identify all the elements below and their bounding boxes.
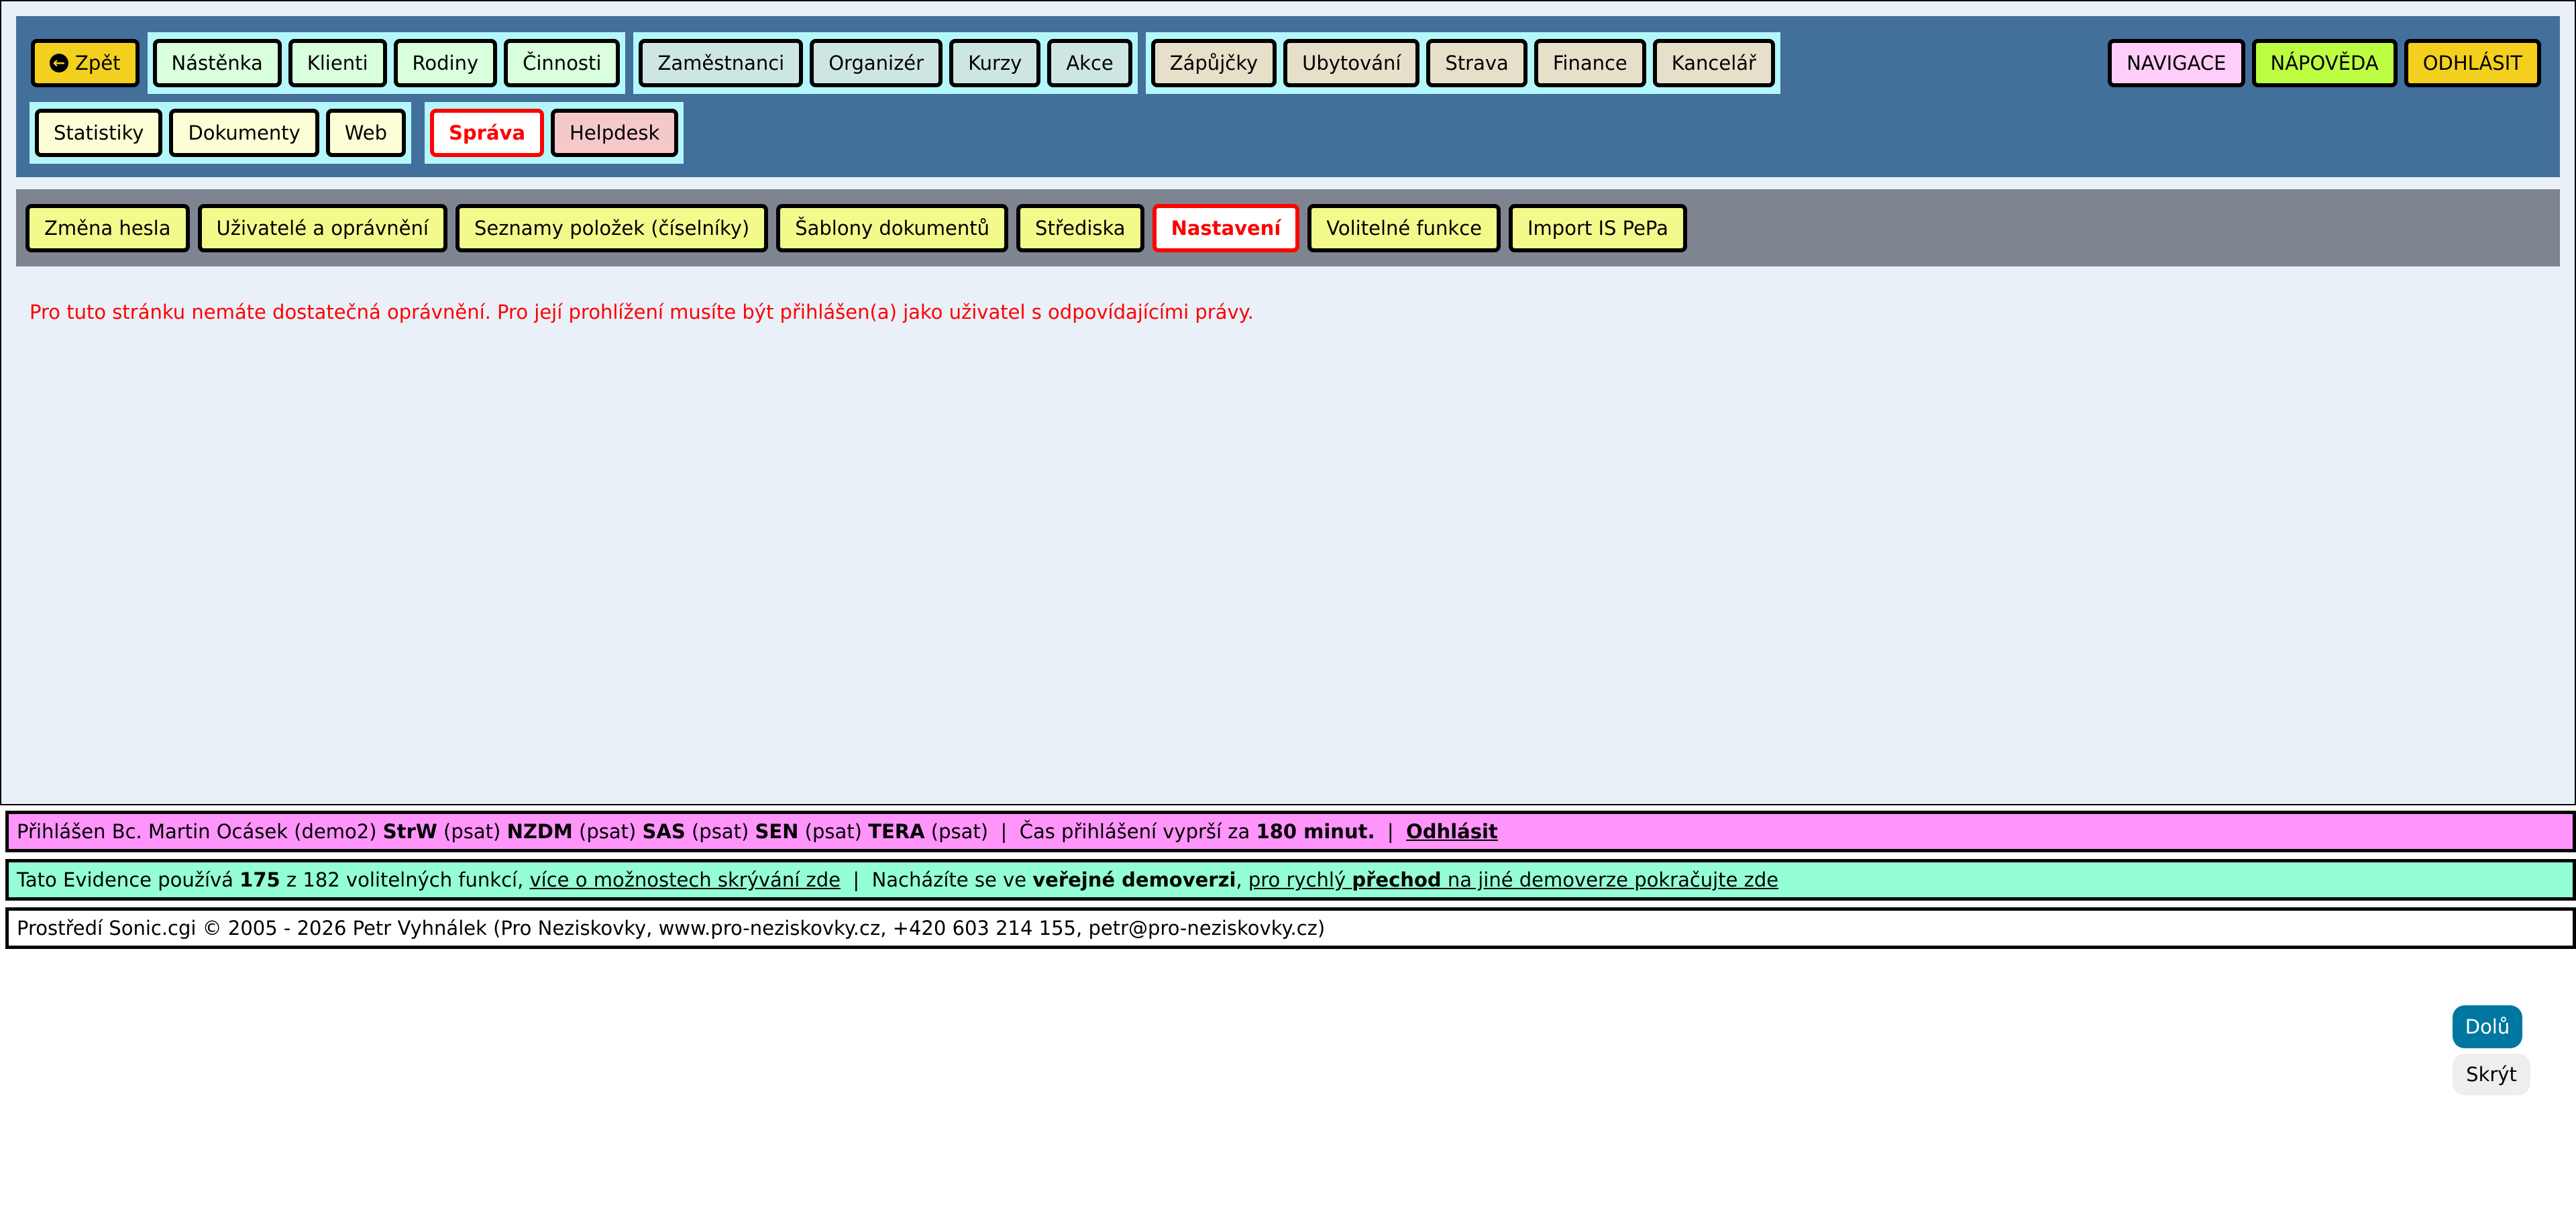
- sonic-link[interactable]: Sonic.cgi: [109, 917, 197, 940]
- link-text: pro rychlý: [1248, 868, 1352, 891]
- features-hiding-link[interactable]: více o možnostech skrývání zde: [529, 868, 841, 891]
- scroll-down-button[interactable]: Dolů: [2453, 1005, 2522, 1048]
- features-info: Tato Evidence používá 175 z 182 voliteln…: [17, 868, 1778, 891]
- text: Prostředí: [17, 917, 109, 940]
- nav-sprava[interactable]: Správa: [430, 109, 545, 157]
- footer-info: Prostředí Sonic.cgi © 2005 - 2026 Petr V…: [17, 917, 1325, 940]
- tab-seznamy[interactable]: Seznamy položek (číselníky): [455, 204, 769, 252]
- nav-row-2: Statistiky Dokumenty Web Správa Helpdesk: [30, 102, 692, 164]
- tab-volitelne-funkce[interactable]: Volitelné funkce: [1307, 204, 1501, 252]
- login-user: Přihlášen Bc. Martin Ocásek (demo2): [17, 820, 383, 843]
- arrow-left-circle-icon: ←: [50, 54, 68, 72]
- back-label: Zpět: [75, 52, 121, 74]
- session-time: 180 minut.: [1256, 820, 1375, 843]
- admin-subnavigation: Změna hesla Uživatelé a oprávnění Seznam…: [16, 189, 2560, 266]
- nav-finance[interactable]: Finance: [1534, 39, 1646, 87]
- role: StrW: [382, 820, 437, 843]
- nav-group-clients: Nástěnka Klienti Rodiny Činnosti: [147, 32, 626, 94]
- nav-dokumenty[interactable]: Dokumenty: [169, 109, 319, 157]
- role-mode: (psat): [572, 820, 643, 843]
- nav-row-1: ← Zpět Nástěnka Klienti Rodiny Činnosti …: [31, 32, 1788, 94]
- napoveda-button[interactable]: NÁPOVĚDA: [2251, 39, 2398, 87]
- nav-zapujcky[interactable]: Zápůjčky: [1150, 39, 1277, 87]
- nav-statistiky[interactable]: Statistiky: [35, 109, 163, 157]
- nav-helpdesk[interactable]: Helpdesk: [551, 109, 679, 157]
- session-text: (psat) | Čas přihlášení vyprší za: [924, 820, 1256, 843]
- tab-strediska[interactable]: Střediska: [1016, 204, 1144, 252]
- tab-zmena-hesla[interactable]: Změna hesla: [25, 204, 190, 252]
- nav-ubytovani[interactable]: Ubytování: [1283, 39, 1420, 87]
- subnav-row: Změna hesla Uživatelé a oprávnění Seznam…: [25, 204, 1687, 252]
- footer-bar: Prostředí Sonic.cgi © 2005 - 2026 Petr V…: [5, 907, 2576, 949]
- nav-group-reports: Statistiky Dokumenty Web: [30, 102, 412, 164]
- text: z 182 volitelných funkcí,: [280, 868, 530, 891]
- top-navigation: ← Zpět Nástěnka Klienti Rodiny Činnosti …: [16, 16, 2560, 177]
- role: SEN: [755, 820, 799, 843]
- link-text: na jiné demoverze pokračujte zde: [1441, 868, 1779, 891]
- text: ): [1317, 917, 1326, 940]
- nav-web[interactable]: Web: [325, 109, 407, 157]
- logout-link[interactable]: Odhlásit: [1406, 820, 1498, 843]
- text: Tato Evidence používá: [17, 868, 240, 891]
- text: © 2005 - 2026 Petr Vyhnálek (Pro Nezisko…: [196, 917, 659, 940]
- nav-zamestnanci[interactable]: Zaměstnanci: [639, 39, 804, 87]
- nav-strava[interactable]: Strava: [1426, 39, 1527, 87]
- nav-group-admin: Správa Helpdesk: [425, 102, 684, 164]
- text: , +420 603 214 155,: [880, 917, 1089, 940]
- text: ,: [1236, 868, 1248, 891]
- tab-uzivatele[interactable]: Uživatelé a oprávnění: [197, 204, 447, 252]
- nav-group-services: Zápůjčky Ubytování Strava Finance Kancel…: [1145, 32, 1780, 94]
- logout-button[interactable]: ODHLÁSIT: [2404, 39, 2541, 87]
- back-button[interactable]: ← Zpět: [31, 39, 140, 87]
- nav-right: NAVIGACE NÁPOVĚDA ODHLÁSIT: [2108, 39, 2541, 87]
- tab-import[interactable]: Import IS PePa: [1508, 204, 1687, 252]
- website-link[interactable]: www.pro-neziskovky.cz: [658, 917, 881, 940]
- role-mode: (psat): [685, 820, 755, 843]
- nav-nastenka[interactable]: Nástěnka: [152, 39, 282, 87]
- email-link[interactable]: petr@pro-neziskovky.cz: [1088, 917, 1318, 940]
- text: | Nacházíte se ve: [840, 868, 1033, 891]
- demo-label: veřejné demoverzi: [1032, 868, 1236, 891]
- navigace-button[interactable]: NAVIGACE: [2108, 39, 2245, 87]
- link-text-bold: přechod: [1352, 868, 1442, 891]
- features-used-count: 175: [239, 868, 280, 891]
- nav-cinnosti[interactable]: Činnosti: [504, 39, 621, 87]
- nav-rodiny[interactable]: Rodiny: [393, 39, 498, 87]
- nav-akce[interactable]: Akce: [1047, 39, 1132, 87]
- login-info: Přihlášen Bc. Martin Ocásek (demo2) StrW…: [17, 820, 1498, 843]
- nav-klienti[interactable]: Klienti: [288, 39, 387, 87]
- role: NZDM: [506, 820, 573, 843]
- tab-nastaveni[interactable]: Nastavení: [1152, 204, 1300, 252]
- nav-group-staff: Zaměstnanci Organizér Kurzy Akce: [633, 32, 1138, 94]
- separator: |: [1375, 820, 1407, 843]
- role-mode: (psat): [437, 820, 507, 843]
- demo-switch-link[interactable]: pro rychlý přechod na jiné demoverze pok…: [1248, 868, 1778, 891]
- permission-error-message: Pro tuto stránku nemáte dostatečná opráv…: [30, 301, 1254, 323]
- role-mode: (psat): [798, 820, 869, 843]
- nav-kancelar[interactable]: Kancelář: [1652, 39, 1775, 87]
- role: TERA: [868, 820, 925, 843]
- hide-button[interactable]: Skrýt: [2453, 1054, 2530, 1095]
- login-status-bar: Přihlášen Bc. Martin Ocásek (demo2) StrW…: [5, 811, 2576, 852]
- tab-sablony[interactable]: Šablony dokumentů: [776, 204, 1009, 252]
- nav-organizer[interactable]: Organizér: [810, 39, 943, 87]
- main-frame: ← Zpět Nástěnka Klienti Rodiny Činnosti …: [0, 0, 2576, 805]
- nav-kurzy[interactable]: Kurzy: [949, 39, 1041, 87]
- role: SAS: [642, 820, 686, 843]
- features-bar: Tato Evidence používá 175 z 182 voliteln…: [5, 859, 2576, 901]
